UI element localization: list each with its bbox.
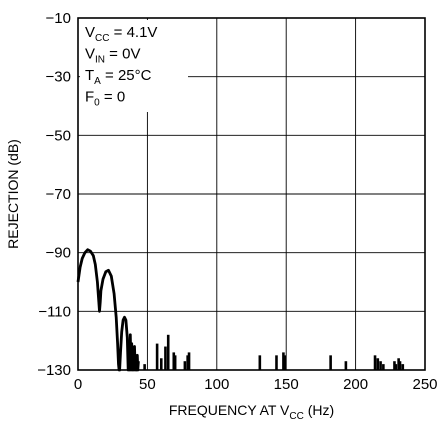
y-tick-labels: −130 −110 −90 −70 −50 −30 −10	[37, 10, 71, 379]
x-tick-label: 250	[412, 376, 437, 393]
y-tick-label: −10	[46, 10, 71, 27]
annotation-line: TA = 25°C	[85, 67, 152, 87]
x-tick-label: 150	[274, 376, 299, 393]
y-tick-label: −90	[46, 245, 71, 262]
rejection-curve	[76, 248, 140, 372]
y-tick-label: −30	[46, 69, 71, 86]
data-series	[76, 248, 405, 372]
annotation-line: F0 = 0	[85, 89, 125, 109]
y-tick-label: −130	[37, 362, 71, 379]
y-tick-label: −110	[38, 303, 71, 320]
x-axis-label: FREQUENCY AT VCC (Hz)	[169, 402, 334, 422]
y-tick-label: −70	[46, 186, 71, 203]
grid-lines	[78, 18, 425, 370]
x-tick-label: 100	[204, 376, 229, 393]
x-tick-label: 50	[139, 376, 156, 393]
plot-frame	[77, 17, 426, 371]
annotation-line: VIN = 0V	[85, 46, 140, 66]
x-tick-label: 200	[343, 376, 368, 393]
annotation-line: VCC = 4.1V	[85, 24, 157, 44]
x-tick-labels: 0 50 100 150 200 250	[74, 376, 438, 393]
y-tick-label: −50	[46, 127, 71, 144]
annotation-background	[80, 20, 188, 112]
x-tick-label: 0	[74, 376, 82, 393]
y-axis-label: REJECTION (dB)	[5, 139, 21, 249]
